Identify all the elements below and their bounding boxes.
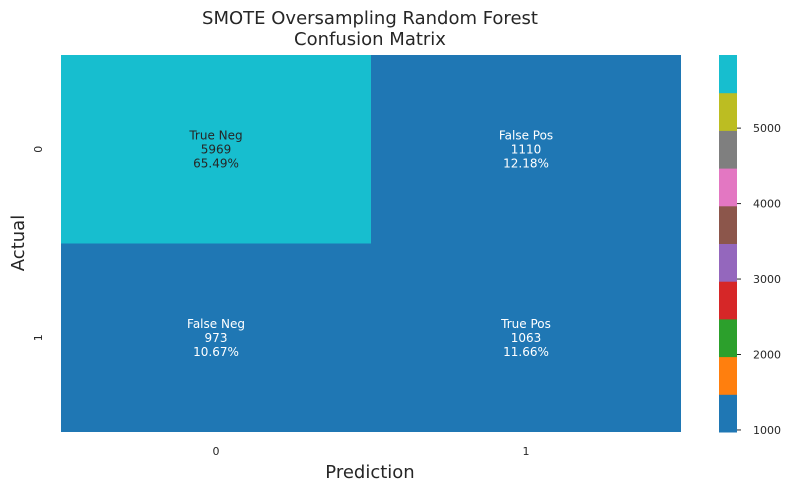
chart-title-line-1: SMOTE Oversampling Random Forest — [202, 8, 538, 29]
colorbar-segment — [719, 243, 737, 282]
heatmap-cell — [61, 243, 371, 432]
colorbar-segment — [719, 394, 737, 433]
cell-count-label: 1063 — [511, 331, 542, 345]
colorbar-segment — [719, 55, 737, 94]
heatmap-cell — [61, 55, 371, 244]
colorbar: 1000 2000 3000 4000 5000 — [719, 55, 781, 437]
y-axis-label: Actual — [8, 215, 29, 271]
cell-count-label: 5969 — [201, 142, 232, 156]
heatmap-cells — [61, 55, 681, 432]
colorbar-tick-label: 1000 — [753, 424, 781, 437]
x-tick-label: 0 — [213, 445, 220, 458]
y-tick-label: 0 — [32, 146, 45, 153]
y-tick-label: 1 — [32, 334, 45, 341]
cell-count-label: 1110 — [511, 142, 542, 156]
colorbar-tick-label: 2000 — [753, 349, 781, 362]
colorbar-tick-label: 4000 — [753, 198, 781, 211]
cell-count-label: 973 — [205, 331, 228, 345]
colorbar-segment — [719, 281, 737, 320]
heatmap-cell — [371, 55, 681, 244]
cell-percent-label: 12.18% — [503, 156, 549, 170]
cell-group-label: False Pos — [499, 128, 553, 142]
cell-group-label: True Neg — [188, 128, 242, 142]
colorbar-segment — [719, 168, 737, 207]
cell-group-label: True Pos — [500, 317, 551, 331]
chart-title-line-2: Confusion Matrix — [294, 29, 446, 50]
cell-percent-label: 11.66% — [503, 345, 549, 359]
cell-percent-label: 10.67% — [193, 345, 239, 359]
colorbar-tick-label: 3000 — [753, 273, 781, 286]
x-axis-label: Prediction — [325, 462, 414, 483]
colorbar-segment — [719, 130, 737, 169]
colorbar-segment — [719, 205, 737, 244]
y-axis-ticks: 01 — [32, 146, 45, 342]
cell-group-label: False Neg — [187, 317, 245, 331]
colorbar-tick-label: 5000 — [753, 122, 781, 135]
chart-title: SMOTE Oversampling Random ForestConfusio… — [202, 8, 538, 50]
colorbar-segment — [719, 356, 737, 395]
x-tick-label: 1 — [523, 445, 530, 458]
heatmap-cell — [371, 243, 681, 432]
cell-percent-label: 65.49% — [193, 156, 239, 170]
colorbar-segment — [719, 318, 737, 358]
colorbar-segment — [719, 92, 737, 131]
